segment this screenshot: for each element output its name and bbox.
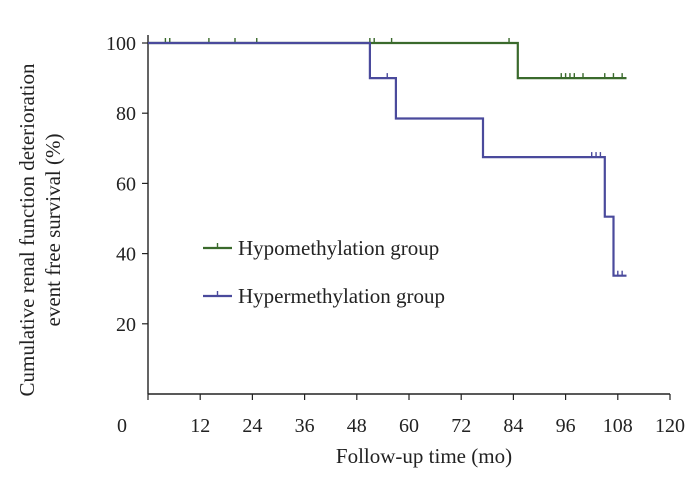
legend-label: Hypomethylation group	[238, 236, 439, 260]
x-axis-title: Follow-up time (mo)	[336, 444, 512, 468]
x-tick-label: 84	[503, 415, 523, 437]
x-tick-label: 120	[655, 415, 685, 437]
x-tick-label: 48	[347, 415, 367, 437]
x-tick-label: 108	[603, 415, 633, 437]
legend: Hypomethylation group Hypermethylation gr…	[203, 236, 445, 308]
x-tick-label: 0	[117, 415, 127, 437]
x-tick-label: 12	[190, 415, 210, 437]
y-axis-title: Cumulative renal function deterioration …	[15, 63, 65, 396]
series-line-hypermethylation	[148, 41, 627, 277]
y-axis-title-line-1: Cumulative renal function deterioration	[15, 63, 39, 396]
x-tick-label: 96	[556, 415, 576, 437]
y-tick-label: 40	[116, 244, 136, 266]
series-line-hypomethylation	[148, 41, 627, 80]
x-tick-label: 60	[399, 415, 419, 437]
y-tick-label: 100	[106, 33, 136, 55]
y-tick-label: 60	[116, 173, 136, 195]
y-axis-title-line-2: event free survival (%)	[41, 134, 65, 327]
x-tick-label: 72	[451, 415, 471, 437]
plot-area: 0 12 24 36 48 60 72 84 96 108 120 20 40 60 80 100	[106, 33, 685, 437]
y-tick-label: 20	[116, 314, 136, 336]
y-tick-label: 80	[116, 103, 136, 125]
x-tick-label: 36	[295, 415, 315, 437]
legend-label: Hypermethylation group	[238, 284, 445, 308]
x-tick-label: 24	[242, 415, 262, 437]
